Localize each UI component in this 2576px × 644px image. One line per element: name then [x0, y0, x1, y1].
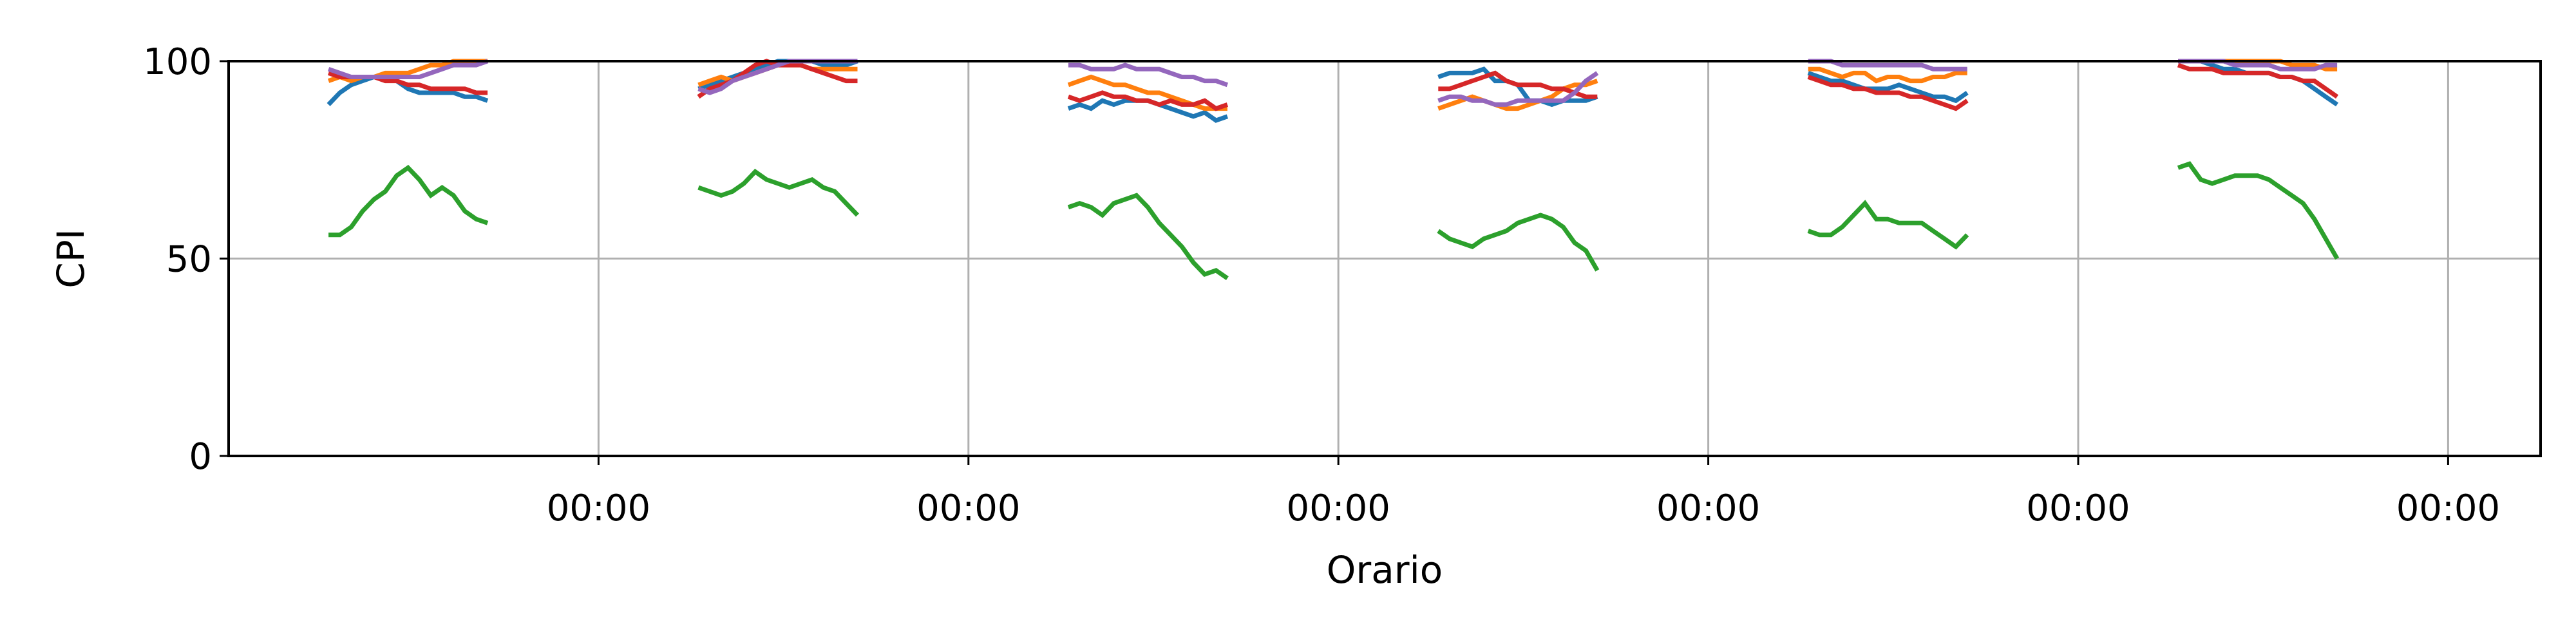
- series-3-segment-3-line: [1067, 193, 1229, 280]
- x-tick-label: 00:00: [916, 488, 1020, 529]
- series-1-segment-5-line: [1807, 71, 1969, 104]
- series-5-segment-1-line: [327, 59, 489, 79]
- series-3-segment-5-line: [1807, 200, 1969, 250]
- series-4-segment-5-line: [1807, 75, 1969, 111]
- series-3-segment-4-line: [1437, 213, 1600, 272]
- series-lines: [327, 59, 2340, 280]
- series-3-segment-2-line: [697, 169, 860, 217]
- series-5-segment-5-line: [1808, 59, 1967, 71]
- axis-ticks: 00:00 00:00 00:00 00:00 00:00 00:00 0 50 100: [143, 41, 2500, 529]
- series-3-segment-6-line: [2177, 161, 2340, 260]
- x-axis-label: Orario: [1327, 548, 1443, 592]
- y-axis-label: CPI: [49, 229, 93, 289]
- series-5-segment-4-line: [1437, 71, 1599, 107]
- series-5-segment-3-line: [1068, 62, 1229, 88]
- y-tick-label: 50: [166, 239, 212, 281]
- series-2-segment-5-line: [1808, 66, 1967, 84]
- series-2-segment-3-line: [1067, 74, 1227, 111]
- series-4-segment-3-line: [1067, 90, 1229, 111]
- series-4-segment-4-line: [1438, 70, 1598, 99]
- y-tick-label: 100: [143, 41, 212, 83]
- y-tick-label: 0: [189, 436, 212, 478]
- x-tick-label: 00:00: [1287, 488, 1390, 529]
- x-tick-label: 00:00: [2396, 488, 2500, 529]
- series-4-segment-6-line: [2177, 62, 2339, 99]
- x-tick-label: 00:00: [1656, 488, 1760, 529]
- series-3-segment-1-line: [328, 164, 489, 238]
- series-1-segment-1-line: [327, 75, 489, 106]
- x-tick-label: 00:00: [547, 488, 650, 529]
- x-tick-label: 00:00: [2026, 488, 2130, 529]
